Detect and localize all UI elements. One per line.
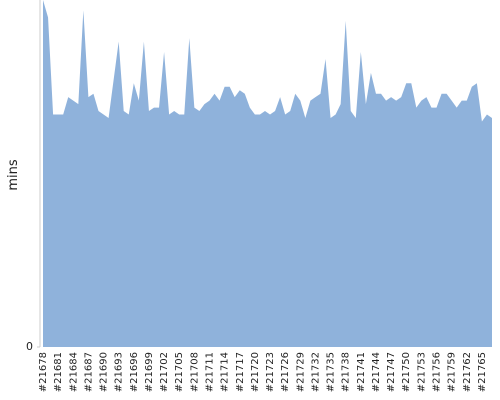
x-tick-label: #21747 [386, 352, 397, 392]
x-tick-label: #21738 [341, 352, 352, 392]
x-tick-label: #21732 [310, 352, 321, 392]
x-tick-label: #21717 [235, 352, 246, 392]
y-tick-label: 0 [26, 340, 33, 353]
x-tick-label: #21678 [38, 352, 49, 392]
x-tick-label: #21699 [144, 352, 155, 392]
x-tick-label: #21696 [129, 352, 140, 392]
x-tick-label: #21765 [477, 352, 488, 392]
x-tick-label: #21690 [99, 352, 110, 392]
x-tick-label: #21726 [280, 352, 291, 392]
x-tick-label: #21735 [326, 352, 337, 392]
x-tick-label: #21759 [447, 352, 458, 392]
x-tick-label: #21750 [401, 352, 412, 392]
x-tick-label: #21753 [416, 352, 427, 392]
x-tick-label: #21729 [295, 352, 306, 392]
x-tick-label: #21702 [159, 352, 170, 392]
x-tick-label: #21711 [204, 352, 215, 392]
x-tick-label: #21762 [462, 352, 473, 392]
x-tick-label: #21684 [68, 352, 79, 392]
x-tick-label: #21708 [189, 352, 200, 392]
x-tick-label: #21705 [174, 352, 185, 392]
x-tick-label: #21681 [53, 352, 64, 392]
x-tick-label: #21744 [371, 352, 382, 392]
x-tick-label: #21741 [356, 352, 367, 392]
x-tick-label: #21687 [83, 352, 94, 392]
x-tick-label: #21714 [220, 352, 231, 392]
x-tick-label: #21720 [250, 352, 261, 392]
x-tick-label: #21723 [265, 352, 276, 392]
x-tick-label: #21693 [114, 352, 125, 392]
area [43, 0, 492, 347]
x-tick-label: #21756 [432, 352, 443, 392]
y-axis-label: mins [6, 159, 21, 191]
